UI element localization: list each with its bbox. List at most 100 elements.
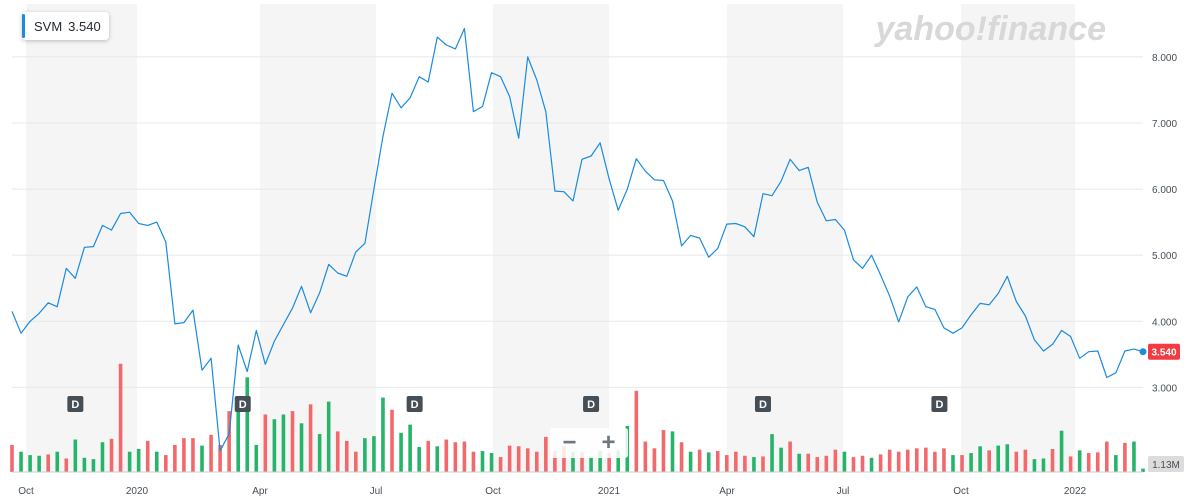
volume-bar	[761, 456, 765, 472]
volume-bar	[670, 431, 675, 472]
volume-bar	[272, 419, 277, 472]
volume-bar	[507, 445, 512, 472]
volume-bar	[489, 453, 494, 472]
volume-bar	[498, 457, 503, 472]
period-band	[727, 4, 843, 472]
volume-bar	[254, 444, 259, 472]
volume-bar	[218, 444, 222, 472]
volume-bar	[1050, 449, 1055, 472]
volume-bar	[28, 455, 32, 472]
volume-bar	[164, 455, 168, 472]
volume-bar	[326, 401, 331, 472]
volume-bar	[82, 457, 87, 472]
dividend-marker-label: D	[71, 399, 79, 411]
volume-bar	[263, 414, 268, 472]
volume-bar	[634, 390, 639, 472]
volume-bar	[480, 451, 485, 472]
volume-bar	[743, 455, 747, 472]
volume-bar	[245, 377, 250, 472]
zoom-in-button[interactable]: +	[601, 429, 616, 456]
y-tick-label: 8.000	[1152, 53, 1177, 64]
volume-bar	[1041, 458, 1046, 472]
volume-bar	[960, 455, 964, 472]
volume-bar	[1014, 451, 1019, 472]
x-tick-label: Jul	[370, 486, 383, 497]
volume-bar	[525, 448, 530, 472]
volume-bar	[1068, 456, 1073, 472]
volume-bar	[779, 447, 783, 472]
volume-bar	[73, 439, 78, 472]
x-tick-label: Apr	[252, 486, 268, 497]
volume-bar	[399, 432, 403, 472]
y-tick-label: 6.000	[1152, 185, 1177, 196]
dividend-marker-label: D	[587, 399, 595, 411]
dividend-marker-label: D	[935, 399, 943, 411]
volume-bar	[806, 453, 811, 472]
y-tick-label: 4.000	[1152, 317, 1177, 328]
volume-bar	[408, 424, 412, 472]
volume-bar	[308, 404, 313, 472]
zoom-out-button[interactable]: −	[562, 429, 577, 456]
volume-bar	[933, 451, 937, 472]
volume-bar	[860, 455, 865, 472]
volume-bar	[752, 457, 756, 472]
volume-bar	[1132, 441, 1136, 472]
ticker-legend[interactable]: SVM 3.540	[22, 12, 109, 40]
last-value-tag	[1148, 343, 1180, 360]
volume-bar	[598, 451, 602, 472]
volume-bar	[607, 453, 611, 472]
volume-bar	[100, 442, 105, 472]
volume-bar	[706, 452, 711, 472]
volume-bar	[37, 455, 41, 472]
volume-bar	[191, 438, 195, 472]
volume-bar	[372, 436, 376, 472]
volume-bar	[788, 441, 792, 472]
volume-bar	[182, 438, 186, 472]
volume-bar	[236, 396, 240, 472]
period-band	[961, 4, 1075, 472]
volume-bar	[978, 446, 982, 472]
volume-bar	[915, 448, 919, 472]
period-band	[493, 4, 609, 472]
volume-bar	[905, 449, 910, 472]
volume-bar	[824, 455, 829, 472]
volume-bar	[390, 409, 394, 472]
dividend-marker	[931, 396, 948, 412]
volume-bar	[833, 449, 838, 472]
x-tick-label: Apr	[719, 486, 735, 497]
volume-bar	[64, 458, 69, 472]
volume-bar	[426, 440, 431, 472]
volume-bar	[435, 446, 440, 472]
watermark-logo: yahoo!finance	[874, 10, 1106, 48]
volume-bar	[887, 449, 892, 472]
volume-bar	[869, 457, 874, 472]
dividend-marker	[583, 396, 600, 412]
volume-bar	[299, 423, 304, 472]
period-band	[260, 4, 376, 472]
volume-bar	[996, 445, 1001, 472]
y-tick-label: 3.000	[1152, 383, 1177, 394]
volume-bar	[815, 457, 820, 472]
dividend-marker	[406, 396, 423, 412]
zoom-controls: − +	[550, 428, 628, 458]
volume-bar	[1123, 442, 1127, 472]
volume-bar	[10, 444, 14, 472]
volume-bar	[534, 451, 539, 472]
dividend-marker-label: D	[411, 399, 419, 411]
volume-bar	[1059, 430, 1064, 472]
dividend-marker	[754, 396, 771, 412]
volume-bar	[344, 440, 349, 472]
x-tick-label: Jul	[837, 486, 850, 497]
volume-bar	[46, 454, 50, 472]
volume-bar	[1005, 444, 1010, 472]
volume-bar	[281, 414, 286, 472]
volume-bar	[589, 456, 593, 472]
x-tick-label: Oct	[953, 486, 969, 497]
volume-bar	[516, 446, 521, 472]
volume-bar	[544, 436, 548, 472]
volume-bar	[1023, 449, 1028, 472]
volume-bar	[1114, 455, 1118, 472]
last-value-label: 3.540	[1151, 348, 1176, 359]
